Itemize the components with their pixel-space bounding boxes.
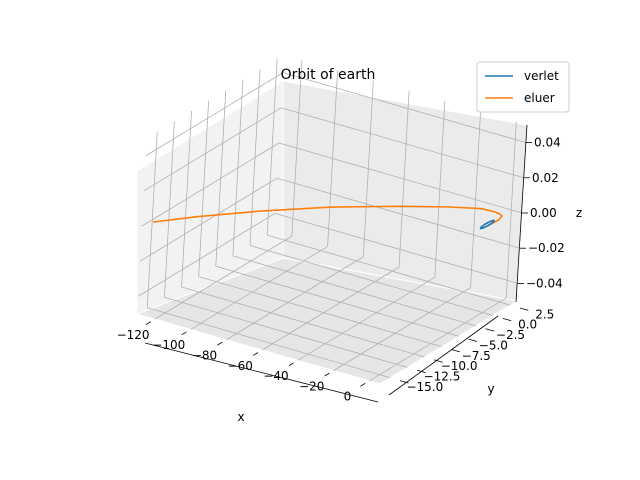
- y-tick-mark: [502, 317, 512, 322]
- y-gridline-floor: [164, 297, 408, 368]
- axis-ticks: −120−100 −80 −60 −40 −20 0 −15.0−12.5−10.0−7.5…: [117, 136, 565, 404]
- z-gridline-back: [280, 107, 525, 179]
- y-tick-mark: [519, 307, 529, 311]
- y-gridline-floor: [232, 255, 477, 327]
- z-gridline-left: [137, 213, 276, 297]
- x-axis-line: [144, 342, 379, 403]
- x-tick-mark: [145, 321, 151, 325]
- y-tick-mark: [485, 328, 495, 332]
- x-gridline-floor: [154, 235, 293, 320]
- chart-title: Orbit of earth: [281, 67, 376, 83]
- z-gridline-back: [276, 177, 521, 249]
- x-gridline-floor: [261, 266, 400, 351]
- x-gridline-floor: [190, 246, 328, 330]
- series-line-eluer: [153, 205, 503, 226]
- z-gridline-left: [139, 177, 278, 262]
- y-tick-mark: [399, 380, 409, 384]
- legend-label-verlet: verlet: [524, 69, 559, 83]
- y-gridline-floor: [198, 276, 442, 348]
- series-line-verlet: [479, 219, 496, 230]
- y-tick-label: −15.0: [406, 380, 443, 394]
- y-tick-mark: [468, 338, 478, 342]
- x-tick-mark: [288, 362, 294, 367]
- z-gridline-left: [145, 72, 284, 156]
- y-gridline-floor: [215, 265, 459, 337]
- z-gridline-left: [143, 107, 282, 192]
- y-gridline-floor: [147, 307, 391, 379]
- z-gridline-back: [278, 142, 523, 214]
- y-tick-label: −2.5: [496, 328, 525, 342]
- y-tick-mark: [417, 369, 426, 374]
- y-tick-label: 0.0: [518, 318, 537, 332]
- legend-label-eluer: eluer: [524, 91, 555, 105]
- y-tick-label: −7.5: [462, 349, 491, 363]
- z-tick-label: −0.04: [526, 276, 563, 290]
- legend-box: [476, 61, 570, 113]
- x-gridline-floor: [333, 287, 471, 371]
- y-tick-label: −12.5: [424, 370, 461, 384]
- x-tick-label: −40: [263, 369, 288, 383]
- y-gridline-floor: [249, 245, 494, 316]
- y-gridline-floor: [181, 286, 425, 358]
- x-tick-label: 0: [344, 390, 352, 404]
- legend: verlet eluer: [476, 61, 570, 113]
- z-tick-label: 0.04: [534, 136, 561, 150]
- y-gridline-floor: [267, 234, 511, 306]
- z-gridline-back: [282, 72, 527, 143]
- z-gridline-left: [141, 142, 280, 227]
- x-tick-label: −60: [228, 359, 253, 373]
- z-axis-line: [515, 124, 528, 303]
- z-gridline-back: [274, 213, 519, 284]
- x-gridline-floor: [369, 297, 507, 382]
- x-axis-label: x: [237, 410, 244, 424]
- x-gridline-floor: [226, 256, 364, 341]
- floor-pane: [135, 257, 519, 385]
- y-tick-label: 2.5: [535, 307, 554, 321]
- y-tick-mark: [451, 349, 460, 353]
- x-tick-mark: [360, 383, 366, 387]
- y-tick-mark: [434, 359, 443, 363]
- y-tick-label: −5.0: [479, 338, 508, 352]
- x-tick-mark: [252, 352, 259, 356]
- z-tick-label: −0.02: [528, 241, 565, 255]
- z-axis-label: z: [576, 206, 582, 220]
- y-tick-label: −10.0: [441, 359, 478, 373]
- x-tick-mark: [324, 372, 330, 377]
- series-lines: [153, 205, 503, 230]
- grid-lines: [137, 59, 527, 382]
- x-tick-mark: [217, 341, 223, 346]
- z-tick-label: 0.02: [532, 171, 559, 185]
- y-axis-label: y: [487, 382, 494, 396]
- x-tick-label: −120: [117, 328, 150, 342]
- z-tick-label: 0.00: [530, 206, 557, 220]
- x-gridline-floor: [297, 276, 436, 361]
- x-tick-mark: [181, 331, 187, 336]
- x-tick-label: −100: [152, 338, 185, 352]
- y-axis-line: [388, 315, 499, 396]
- x-tick-label: −80: [192, 349, 217, 363]
- x-tick-label: −20: [299, 379, 324, 393]
